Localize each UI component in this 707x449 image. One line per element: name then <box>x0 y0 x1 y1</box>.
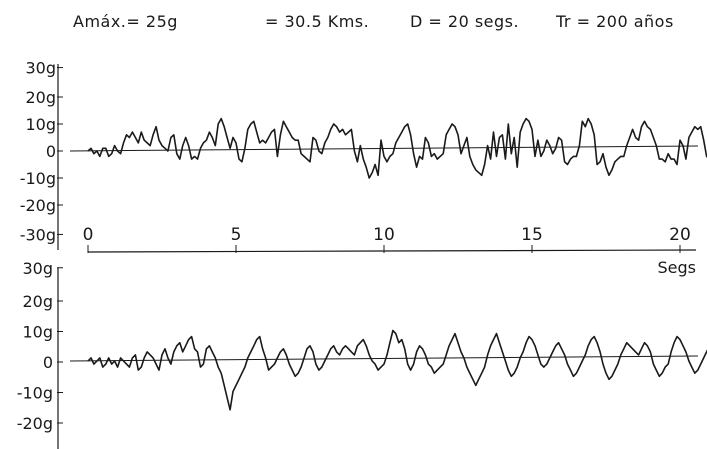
zero-baseline <box>69 145 699 152</box>
y-tick-label: 0 <box>46 142 56 161</box>
y-tick-label: 30g <box>25 59 56 78</box>
acceleration-trace <box>87 329 707 411</box>
accelerogram-bottom-panel: 30g 20g 10g 0 -10g -20g <box>17 259 707 449</box>
acceleration-trace <box>87 117 707 179</box>
y-tick-label: -10g <box>17 384 53 403</box>
accelerogram-top-panel: 30g 20g 10g 0 -10g -20g -30g <box>20 59 707 250</box>
x-axis-title: Segs <box>658 258 697 277</box>
time-axis-line <box>87 249 697 253</box>
x-tick-label: 5 <box>231 225 242 245</box>
distance-label: = 30.5 Kms. <box>265 12 370 31</box>
y-tick-label: 0 <box>43 353 53 372</box>
y-tick-label: -20g <box>17 414 53 433</box>
amax-label: Amáx.= 25g <box>73 12 178 31</box>
y-tick-label: 10g <box>25 115 56 134</box>
y-tick-label: 20g <box>25 88 56 107</box>
return-period-label: Tr = 200 años <box>556 12 674 31</box>
y-tick-label: -30g <box>20 225 56 244</box>
y-tick-label: -10g <box>20 169 56 188</box>
x-tick-label: 0 <box>83 225 94 245</box>
zero-baseline <box>69 355 699 362</box>
x-tick-label: 10 <box>373 225 395 245</box>
y-tick-label: -20g <box>20 196 56 215</box>
y-tick-label: 30g <box>22 259 53 278</box>
y-tick-label: 10g <box>22 323 53 342</box>
x-tick-label: 15 <box>521 225 543 245</box>
time-axis: 0 5 10 15 20 Segs <box>83 225 697 277</box>
x-tick-label: 20 <box>669 225 691 245</box>
duration-label: D = 20 segs. <box>410 12 520 31</box>
y-tick-label: 20g <box>22 292 53 311</box>
